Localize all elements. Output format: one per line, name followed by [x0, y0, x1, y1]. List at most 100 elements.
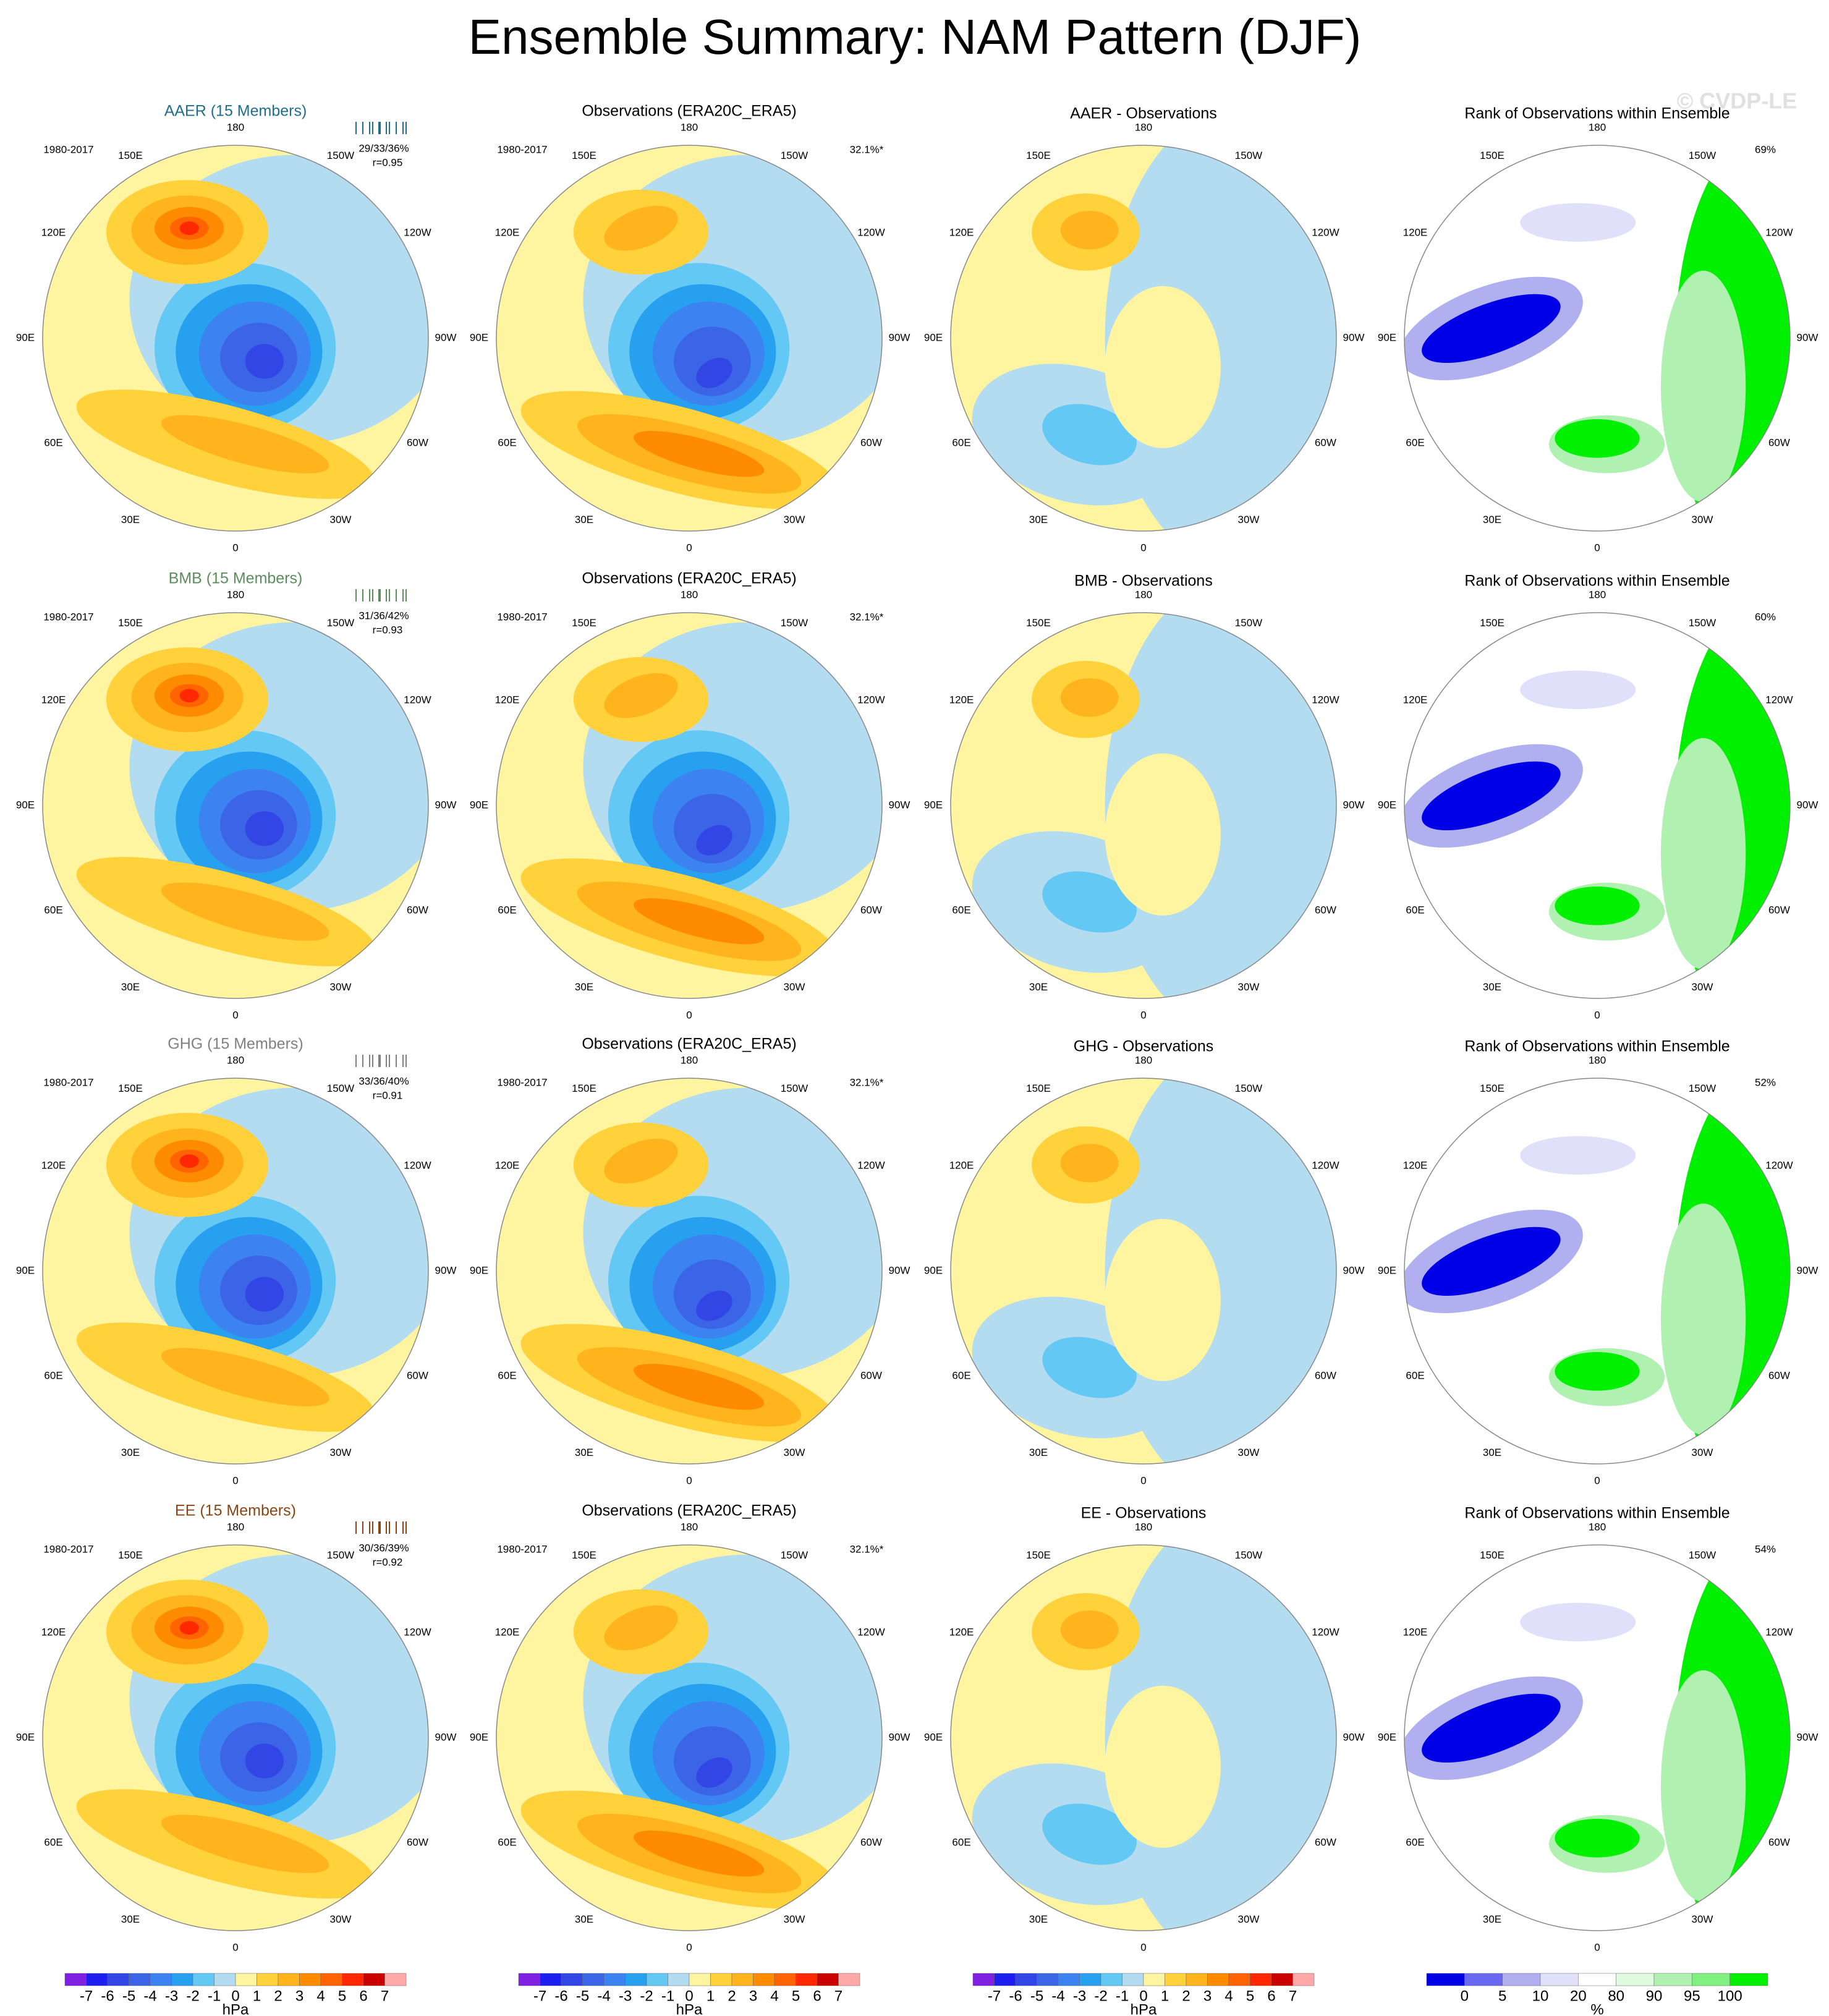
lon-label: 180 — [1135, 121, 1152, 133]
panel-title: Rank of Observations within Ensemble — [1464, 1505, 1729, 1522]
lon-label: 60W — [407, 904, 428, 916]
map-border — [42, 1544, 429, 1931]
contour-region — [1422, 1693, 1561, 1763]
lon-label: 120E — [495, 1159, 520, 1171]
lon-label: 120W — [1765, 1159, 1793, 1171]
lon-label: 90E — [924, 1731, 943, 1743]
contour-region — [1520, 1602, 1636, 1641]
rank-pct: 52% — [1755, 1076, 1776, 1088]
contour-region — [1042, 404, 1137, 466]
colorbar-box — [689, 1973, 711, 1986]
colorbar-box — [838, 1973, 860, 1986]
panel-title: GHG (15 Members) — [168, 1036, 303, 1053]
colorbar-label: 6 — [813, 1988, 821, 2004]
pct-explained: 32.1%* — [850, 1543, 884, 1555]
colorbar-unit: hPa — [676, 2001, 703, 2016]
lon-label: 90E — [470, 799, 488, 810]
lon-label: 120E — [949, 694, 974, 705]
colorbar-label: 7 — [1289, 1988, 1297, 2004]
contour-region — [633, 898, 765, 945]
lon-label: 0 — [232, 1941, 238, 1953]
lon-label: 150W — [327, 1082, 354, 1094]
colorbar-label: 7 — [381, 1988, 389, 2004]
lon-label: 180 — [681, 589, 698, 600]
lon-label: 30W — [330, 1447, 352, 1458]
map — [951, 1078, 1336, 1464]
contour-region — [179, 689, 199, 703]
lon-label: 60E — [44, 904, 62, 916]
map — [951, 145, 1336, 531]
lon-label: 120E — [949, 226, 974, 238]
lon-label: 30E — [575, 1447, 593, 1458]
lon-label: 150E — [118, 1082, 143, 1094]
lon-label: 60E — [1406, 1836, 1424, 1848]
colorbar-label: 10 — [1532, 1988, 1549, 2004]
colorbar-box — [278, 1973, 300, 1986]
pattern-correlation: r=0.93 — [373, 624, 403, 636]
panel-title: Rank of Observations within Ensemble — [1464, 1038, 1729, 1055]
lon-label: 150E — [572, 150, 596, 161]
stats: 29/33/36% — [359, 142, 409, 154]
lon-label: 90E — [16, 1264, 35, 1276]
lon-label: 60W — [1768, 436, 1790, 448]
colorbar-label: -2 — [640, 1988, 653, 2004]
lon-label: 30W — [330, 1913, 352, 1925]
colorbar-label: -5 — [576, 1988, 589, 2004]
contour-region — [1422, 761, 1561, 831]
stats: 33/36/40% — [359, 1075, 409, 1087]
contour-region — [1520, 1136, 1636, 1175]
period: 1980-2017 — [43, 1543, 93, 1555]
lon-label: 120E — [495, 694, 520, 705]
map — [496, 1078, 882, 1464]
colorbar-label: 3 — [1203, 1988, 1212, 2004]
contour-region — [633, 1831, 765, 1877]
panel-title: BMB - Observations — [1074, 572, 1213, 590]
colorbar-box — [1653, 1973, 1692, 1986]
colorbar-box — [1271, 1973, 1293, 1986]
colorbar-box — [1426, 1973, 1465, 1986]
map-border — [42, 145, 429, 532]
contour-region — [161, 882, 329, 941]
colorbar-label: 0 — [685, 1988, 693, 2004]
colorbar-box — [129, 1973, 151, 1986]
lon-label: 150W — [1689, 150, 1716, 161]
contour-region — [1105, 753, 1221, 916]
contour-region — [1555, 1352, 1640, 1391]
lon-label: 60W — [860, 904, 882, 916]
lon-label: 60W — [860, 1836, 882, 1848]
pct-explained: 32.1%* — [850, 1076, 884, 1088]
map — [496, 1545, 882, 1931]
lon-label: 90E — [1378, 1264, 1396, 1276]
lon-label: 150W — [1689, 617, 1716, 629]
colorbar-label: 90 — [1646, 1988, 1663, 2004]
lon-label: 0 — [1140, 1941, 1146, 1953]
lon-label: 0 — [1140, 1009, 1146, 1021]
colorbar-unit: hPa — [223, 2001, 249, 2016]
lon-label: 90E — [1378, 1731, 1396, 1743]
lon-label: 150W — [1235, 617, 1262, 629]
lon-label: 60E — [44, 1836, 62, 1848]
lon-label: 90E — [924, 331, 943, 343]
lon-label: 30W — [784, 981, 805, 993]
lon-label: 30W — [1692, 514, 1713, 525]
lon-label: 60E — [952, 1369, 970, 1381]
lon-label: 30E — [121, 514, 140, 525]
panel-title: AAER (15 Members) — [164, 103, 307, 120]
lon-label: 150E — [1480, 1549, 1504, 1561]
colorbar-box — [299, 1973, 321, 1986]
colorbar-label: -6 — [1009, 1988, 1022, 2004]
lon-label: 60W — [1315, 436, 1336, 448]
panel-title: GHG - Observations — [1074, 1038, 1213, 1055]
lon-label: 30E — [121, 981, 140, 993]
colorbar-label: 4 — [770, 1988, 778, 2004]
pct-explained: 32.1%* — [850, 611, 884, 623]
colorbar-label: 1 — [253, 1988, 261, 2004]
lon-label: 90E — [16, 331, 35, 343]
lon-label: 0 — [1594, 1009, 1600, 1021]
lon-label: 180 — [681, 1521, 698, 1533]
colorbar-label: 5 — [792, 1988, 800, 2004]
colorbar-unit: hPa — [1131, 2001, 1157, 2016]
colorbar-label: -1 — [661, 1988, 674, 2004]
colorbar-label: -1 — [1116, 1988, 1129, 2004]
lon-label: 180 — [227, 1054, 244, 1066]
